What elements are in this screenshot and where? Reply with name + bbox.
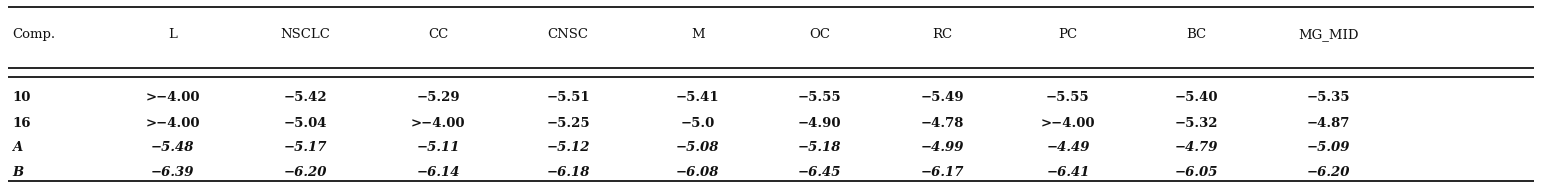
Text: BC: BC — [1186, 28, 1206, 41]
Text: −6.08: −6.08 — [675, 166, 720, 179]
Text: CNSC: CNSC — [547, 28, 589, 41]
Text: −4.87: −4.87 — [1306, 117, 1349, 130]
Text: −5.18: −5.18 — [799, 142, 842, 155]
Text: −5.55: −5.55 — [799, 91, 842, 104]
Text: −6.39: −6.39 — [151, 166, 194, 179]
Text: 16: 16 — [12, 117, 31, 130]
Text: −6.17: −6.17 — [921, 166, 964, 179]
Text: −5.12: −5.12 — [546, 142, 589, 155]
Text: −6.18: −6.18 — [546, 166, 589, 179]
Text: Comp.: Comp. — [12, 28, 56, 41]
Text: >−4.00: >−4.00 — [1041, 117, 1095, 130]
Text: −6.05: −6.05 — [1175, 166, 1218, 179]
Text: −5.32: −5.32 — [1175, 117, 1218, 130]
Text: −6.45: −6.45 — [799, 166, 842, 179]
Text: −5.25: −5.25 — [546, 117, 589, 130]
Text: L: L — [168, 28, 177, 41]
Text: −5.17: −5.17 — [284, 142, 327, 155]
Text: −4.79: −4.79 — [1175, 142, 1218, 155]
Text: −5.04: −5.04 — [284, 117, 327, 130]
Text: PC: PC — [1058, 28, 1078, 41]
Text: −5.11: −5.11 — [416, 142, 460, 155]
Text: RC: RC — [931, 28, 951, 41]
Text: −6.20: −6.20 — [1306, 166, 1349, 179]
Text: −5.35: −5.35 — [1306, 91, 1349, 104]
Text: −5.48: −5.48 — [151, 142, 194, 155]
Text: −4.99: −4.99 — [921, 142, 964, 155]
Text: −4.78: −4.78 — [921, 117, 964, 130]
Text: −4.90: −4.90 — [799, 117, 842, 130]
Text: −6.20: −6.20 — [284, 166, 327, 179]
Text: >−4.00: >−4.00 — [145, 91, 200, 104]
Text: OC: OC — [810, 28, 830, 41]
Text: −5.29: −5.29 — [416, 91, 460, 104]
Text: B: B — [12, 166, 23, 179]
Text: −5.40: −5.40 — [1175, 91, 1218, 104]
Text: −5.51: −5.51 — [546, 91, 589, 104]
Text: −4.49: −4.49 — [1045, 142, 1090, 155]
Text: −5.42: −5.42 — [284, 91, 327, 104]
Text: −5.09: −5.09 — [1306, 142, 1349, 155]
Text: 10: 10 — [12, 91, 31, 104]
Text: CC: CC — [429, 28, 449, 41]
Text: MG_MID: MG_MID — [1298, 28, 1359, 41]
Text: M: M — [691, 28, 705, 41]
Text: A: A — [12, 142, 23, 155]
Text: −5.08: −5.08 — [675, 142, 720, 155]
Text: −5.0: −5.0 — [680, 117, 715, 130]
Text: −5.55: −5.55 — [1045, 91, 1090, 104]
Text: >−4.00: >−4.00 — [145, 117, 200, 130]
Text: −6.14: −6.14 — [416, 166, 460, 179]
Text: NSCLC: NSCLC — [281, 28, 330, 41]
Text: >−4.00: >−4.00 — [412, 117, 466, 130]
Text: −5.49: −5.49 — [921, 91, 964, 104]
Text: −6.41: −6.41 — [1045, 166, 1090, 179]
Text: −5.41: −5.41 — [675, 91, 720, 104]
